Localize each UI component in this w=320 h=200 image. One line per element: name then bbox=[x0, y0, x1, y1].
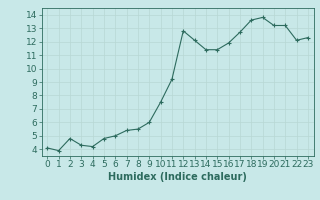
X-axis label: Humidex (Indice chaleur): Humidex (Indice chaleur) bbox=[108, 172, 247, 182]
